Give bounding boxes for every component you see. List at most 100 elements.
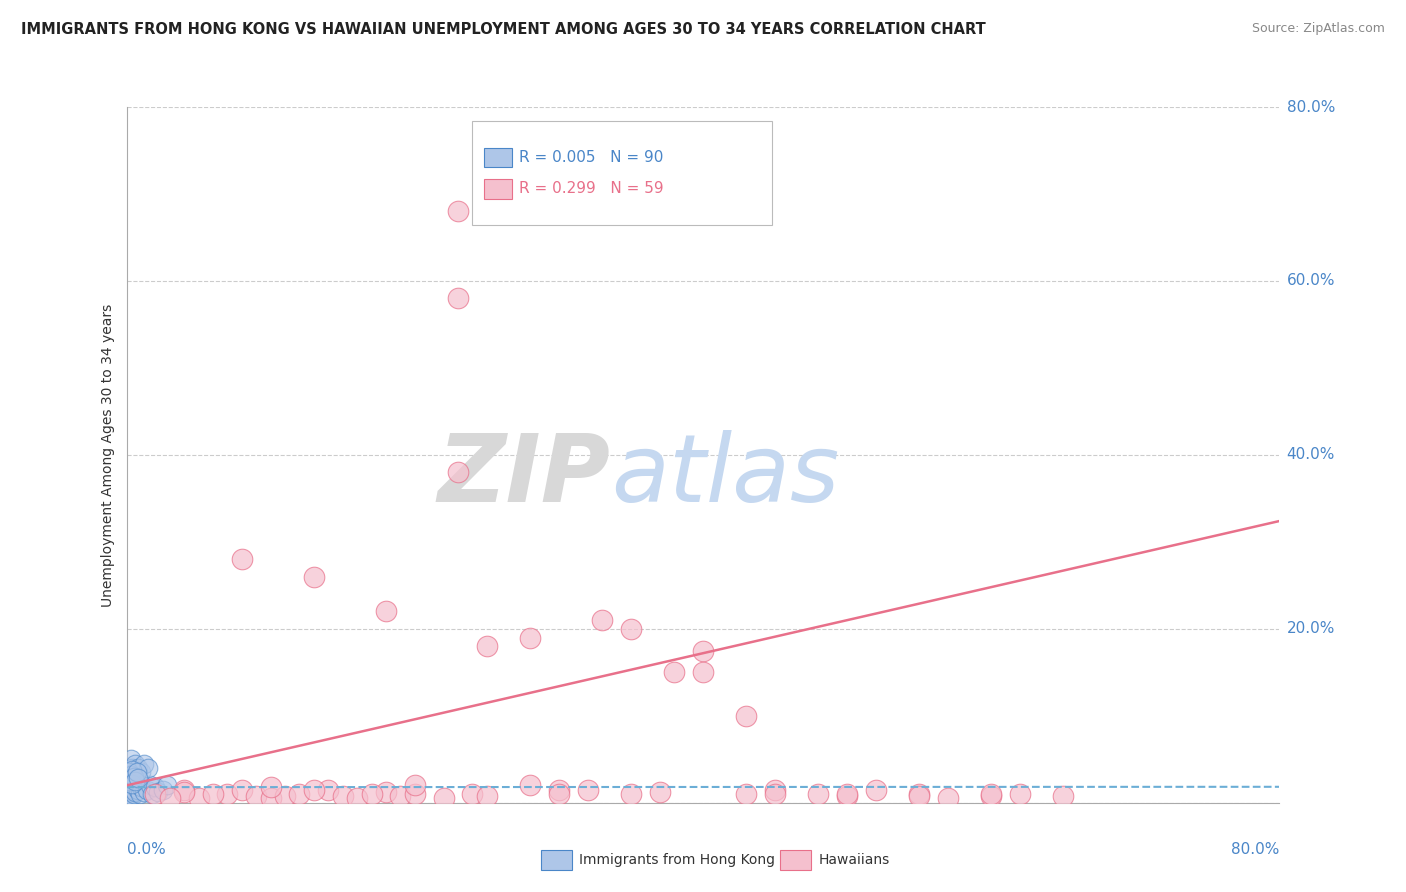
Point — [118, 782, 141, 797]
Point — [548, 787, 571, 801]
Point — [117, 791, 139, 805]
Point — [360, 787, 382, 801]
Point — [118, 789, 141, 803]
Point — [136, 761, 159, 775]
Point — [117, 791, 139, 805]
Point — [122, 765, 145, 780]
Point — [118, 765, 141, 780]
Point — [135, 782, 157, 797]
Point — [117, 782, 139, 797]
Point — [548, 782, 571, 797]
Point — [117, 791, 139, 805]
Point — [120, 768, 142, 782]
Point — [145, 780, 166, 794]
Point — [231, 782, 253, 797]
Point — [145, 787, 166, 801]
Point — [173, 785, 195, 799]
Point — [117, 790, 139, 805]
Point — [692, 643, 714, 657]
Point — [117, 782, 139, 797]
Point — [202, 787, 225, 801]
Text: Immigrants from Hong Kong: Immigrants from Hong Kong — [579, 853, 775, 867]
Point — [118, 790, 141, 805]
Point — [129, 765, 152, 780]
Point — [936, 791, 959, 805]
Point — [117, 791, 139, 805]
Point — [127, 761, 149, 775]
Point — [118, 787, 141, 801]
Point — [118, 789, 141, 803]
Point — [125, 765, 148, 780]
Text: atlas: atlas — [610, 430, 839, 521]
Point — [865, 782, 887, 797]
Point — [118, 780, 141, 794]
Point — [118, 780, 141, 794]
Point — [121, 785, 143, 799]
Point — [118, 785, 141, 799]
Point — [980, 789, 1002, 803]
Point — [620, 787, 643, 801]
Point — [447, 466, 470, 480]
Text: 40.0%: 40.0% — [1286, 448, 1336, 462]
Point — [152, 782, 174, 797]
Text: 80.0%: 80.0% — [1232, 842, 1279, 857]
Point — [620, 622, 643, 636]
Point — [117, 785, 139, 799]
Point — [404, 787, 426, 801]
Point — [288, 787, 311, 801]
Point — [302, 782, 325, 797]
Point — [763, 782, 786, 797]
Point — [591, 613, 613, 627]
Point — [692, 665, 714, 680]
Point — [132, 756, 155, 771]
Point — [374, 605, 398, 619]
Point — [117, 791, 139, 805]
Point — [118, 789, 141, 803]
Point — [735, 708, 758, 723]
Point — [124, 756, 146, 771]
Point — [835, 787, 858, 801]
Point — [274, 789, 297, 803]
Point — [117, 787, 139, 801]
Point — [132, 785, 155, 799]
Y-axis label: Unemployment Among Ages 30 to 34 years: Unemployment Among Ages 30 to 34 years — [101, 303, 115, 607]
Point — [117, 778, 139, 793]
Text: Hawaiians: Hawaiians — [818, 853, 890, 867]
Point — [447, 291, 470, 305]
Point — [117, 790, 139, 805]
Point — [1052, 789, 1074, 803]
Point — [259, 780, 281, 794]
Point — [404, 778, 426, 793]
Point — [117, 782, 139, 797]
Point — [117, 785, 139, 799]
Point — [117, 782, 139, 797]
Point — [124, 780, 146, 794]
Point — [117, 787, 139, 801]
Point — [908, 787, 931, 801]
Point — [117, 778, 139, 793]
Point — [121, 777, 143, 791]
Point — [118, 774, 141, 789]
Point — [120, 752, 142, 766]
Point — [231, 552, 253, 566]
Point — [117, 785, 139, 799]
Point — [122, 782, 145, 797]
Point — [576, 782, 599, 797]
Point — [128, 787, 150, 801]
Point — [245, 789, 267, 803]
Text: IMMIGRANTS FROM HONG KONG VS HAWAIIAN UNEMPLOYMENT AMONG AGES 30 TO 34 YEARS COR: IMMIGRANTS FROM HONG KONG VS HAWAIIAN UN… — [21, 22, 986, 37]
Point — [187, 791, 209, 805]
Point — [763, 787, 786, 801]
Text: ZIP: ZIP — [437, 430, 610, 522]
Point — [117, 791, 139, 805]
Point — [332, 789, 354, 803]
Point — [475, 639, 498, 653]
Point — [117, 787, 139, 801]
Point — [648, 785, 671, 799]
Point — [122, 787, 145, 801]
Point — [117, 785, 139, 799]
Point — [138, 778, 160, 793]
Point — [117, 790, 139, 805]
Point — [374, 785, 398, 799]
Point — [120, 772, 142, 786]
